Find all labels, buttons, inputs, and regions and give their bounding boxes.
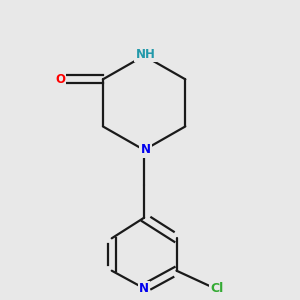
Text: Cl: Cl [211, 282, 224, 295]
Text: NH: NH [136, 48, 155, 61]
Text: O: O [55, 73, 65, 86]
Text: N: N [139, 282, 149, 296]
Text: N: N [141, 143, 151, 157]
